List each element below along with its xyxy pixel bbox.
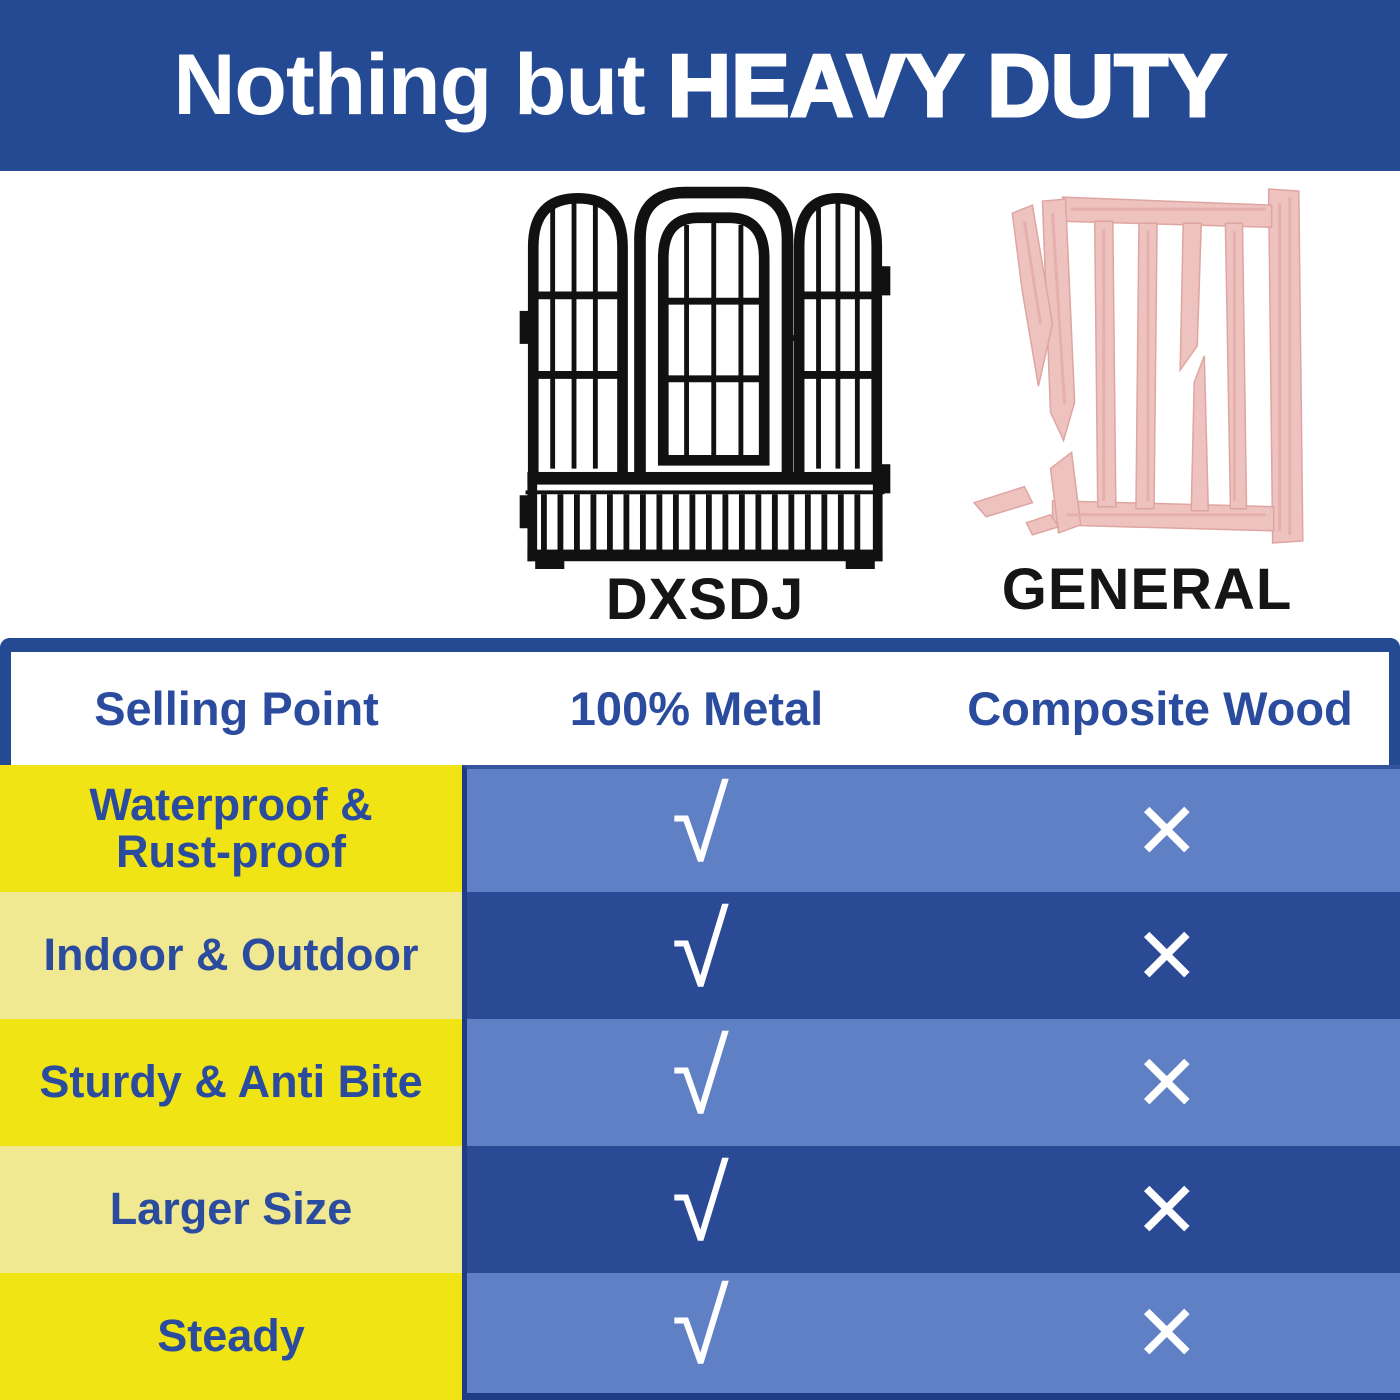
wood-cross-icon: ✕ <box>1134 1038 1200 1127</box>
table-row: Waterproof & Rust-proof √ ✕ <box>0 765 1400 892</box>
comparison-table-body: Waterproof & Rust-proof √ ✕ Indoor & Out… <box>0 765 1400 1400</box>
banner-text-heavy: HEAVY DUTY <box>666 34 1228 136</box>
wood-cross-icon: ✕ <box>1134 911 1200 1000</box>
row-label-sturdy: Sturdy & Anti Bite <box>0 1019 462 1146</box>
wood-cross-icon: ✕ <box>1134 1289 1200 1377</box>
header-100-metal: 100% Metal <box>569 682 824 735</box>
metal-check-icon: √ <box>671 1270 729 1386</box>
metal-check-icon: √ <box>671 1146 729 1263</box>
wood-gate-figure: GENERAL <box>966 173 1328 619</box>
metal-product-label: DXSDJ <box>605 567 805 632</box>
title-banner: Nothing but HEAVY DUTY <box>0 0 1400 171</box>
row-label-waterproof: Waterproof & Rust-proof <box>0 765 462 892</box>
metal-check-icon: √ <box>671 892 729 1009</box>
wood-cross-icon: ✕ <box>1134 786 1200 875</box>
row-label-larger-size: Larger Size <box>0 1146 462 1273</box>
metal-playpen-figure: DXSDJ <box>508 177 902 629</box>
row-label-indoor-outdoor: Indoor & Outdoor <box>0 892 462 1019</box>
wood-cross-icon: ✕ <box>1134 1165 1200 1254</box>
table-row: Steady √ ✕ <box>0 1273 1400 1400</box>
table-row: Larger Size √ ✕ <box>0 1146 1400 1273</box>
table-header: Selling Point 100% Metal Composite Wood <box>0 638 1400 765</box>
row-marks: √ ✕ <box>462 892 1400 1019</box>
row-label-steady: Steady <box>0 1273 462 1400</box>
table-row: Sturdy & Anti Bite √ ✕ <box>0 1019 1400 1146</box>
product-images-strip: DXSDJ <box>0 171 1400 638</box>
table-row: Indoor & Outdoor √ ✕ <box>0 892 1400 1019</box>
row-marks: √ ✕ <box>462 1019 1400 1146</box>
header-selling-point: Selling Point <box>94 682 379 735</box>
metal-playpen-icon <box>519 186 891 569</box>
metal-check-icon: √ <box>671 1019 729 1136</box>
broken-wood-gate-icon <box>972 188 1304 544</box>
row-marks: √ ✕ <box>462 765 1400 892</box>
row-marks: √ ✕ <box>462 1273 1400 1400</box>
wood-product-label: GENERAL <box>1001 557 1293 622</box>
metal-check-icon: √ <box>671 767 729 884</box>
row-marks: √ ✕ <box>462 1146 1400 1273</box>
banner-text-regular: Nothing but <box>173 37 668 133</box>
header-composite-wood: Composite Wood <box>967 682 1353 735</box>
